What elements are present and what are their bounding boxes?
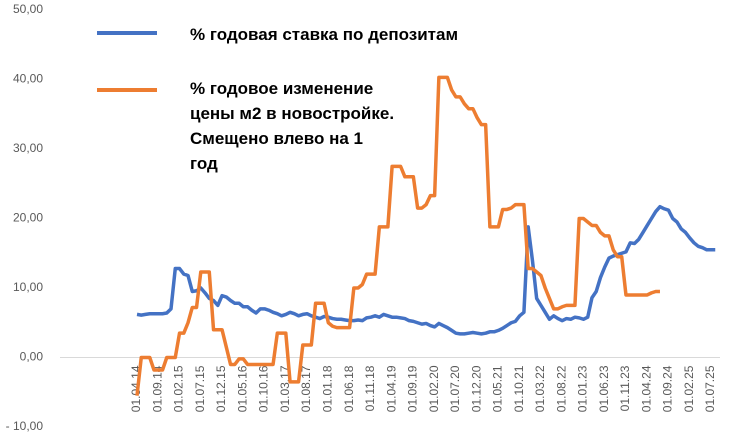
y-tick-label: 0,00 — [20, 350, 44, 364]
x-tick-label: 01.02.25 — [682, 365, 696, 412]
x-tick-label: 01.09.19 — [406, 365, 420, 412]
x-tick-label: 01.11.18 — [363, 365, 377, 411]
y-tick-label: 10,00 — [13, 280, 43, 294]
x-tick-label: 01.08.22 — [554, 365, 568, 412]
series-line — [135, 75, 660, 396]
x-tick-label: 01.01.23 — [576, 365, 590, 412]
series-line — [136, 204, 716, 336]
x-tick-label: 01.09.24 — [661, 365, 675, 412]
x-tick-label: 01.07.15 — [193, 365, 207, 412]
x-tick-label: 01.04.24 — [639, 365, 653, 412]
x-tick-label: 01.12.15 — [214, 365, 228, 412]
x-tick-label: 01.06.18 — [342, 365, 356, 412]
x-tick-label: 01.10.21 — [512, 365, 526, 412]
x-tick-label: 01.01.18 — [321, 365, 335, 412]
x-tick-label: 01.09.14 — [150, 365, 164, 412]
y-tick-label: 20,00 — [13, 211, 43, 225]
x-tick-label: 01.08.17 — [299, 365, 313, 412]
x-tick-label: 01.02.15 — [172, 365, 186, 412]
x-tick-label: 01.11.23 — [618, 365, 632, 411]
x-tick-label: 01.04.19 — [384, 365, 398, 412]
legend-label: % годовое изменение цены м2 в новостройк… — [190, 79, 395, 173]
x-tick-label: 01.06.23 — [597, 365, 611, 412]
x-tick-label: 01.03.22 — [533, 365, 547, 412]
y-tick-label: 30,00 — [13, 141, 43, 155]
y-tick-label: - 10,00 — [6, 419, 44, 433]
x-tick-label: 01.05.16 — [235, 365, 249, 412]
x-tick-label: 01.07.25 — [703, 365, 717, 412]
x-tick-label: 01.12.20 — [469, 365, 483, 412]
x-tick-label: 01.07.20 — [448, 365, 462, 412]
legend-label: % годовая ставка по депозитам — [190, 25, 459, 44]
y-tick-label: 40,00 — [13, 72, 43, 86]
x-tick-label: 01.10.16 — [257, 365, 271, 412]
y-tick-label: 50,00 — [13, 2, 43, 16]
x-tick-label: 01.02.20 — [427, 365, 441, 412]
x-tick-label: 01.05.21 — [491, 365, 505, 412]
